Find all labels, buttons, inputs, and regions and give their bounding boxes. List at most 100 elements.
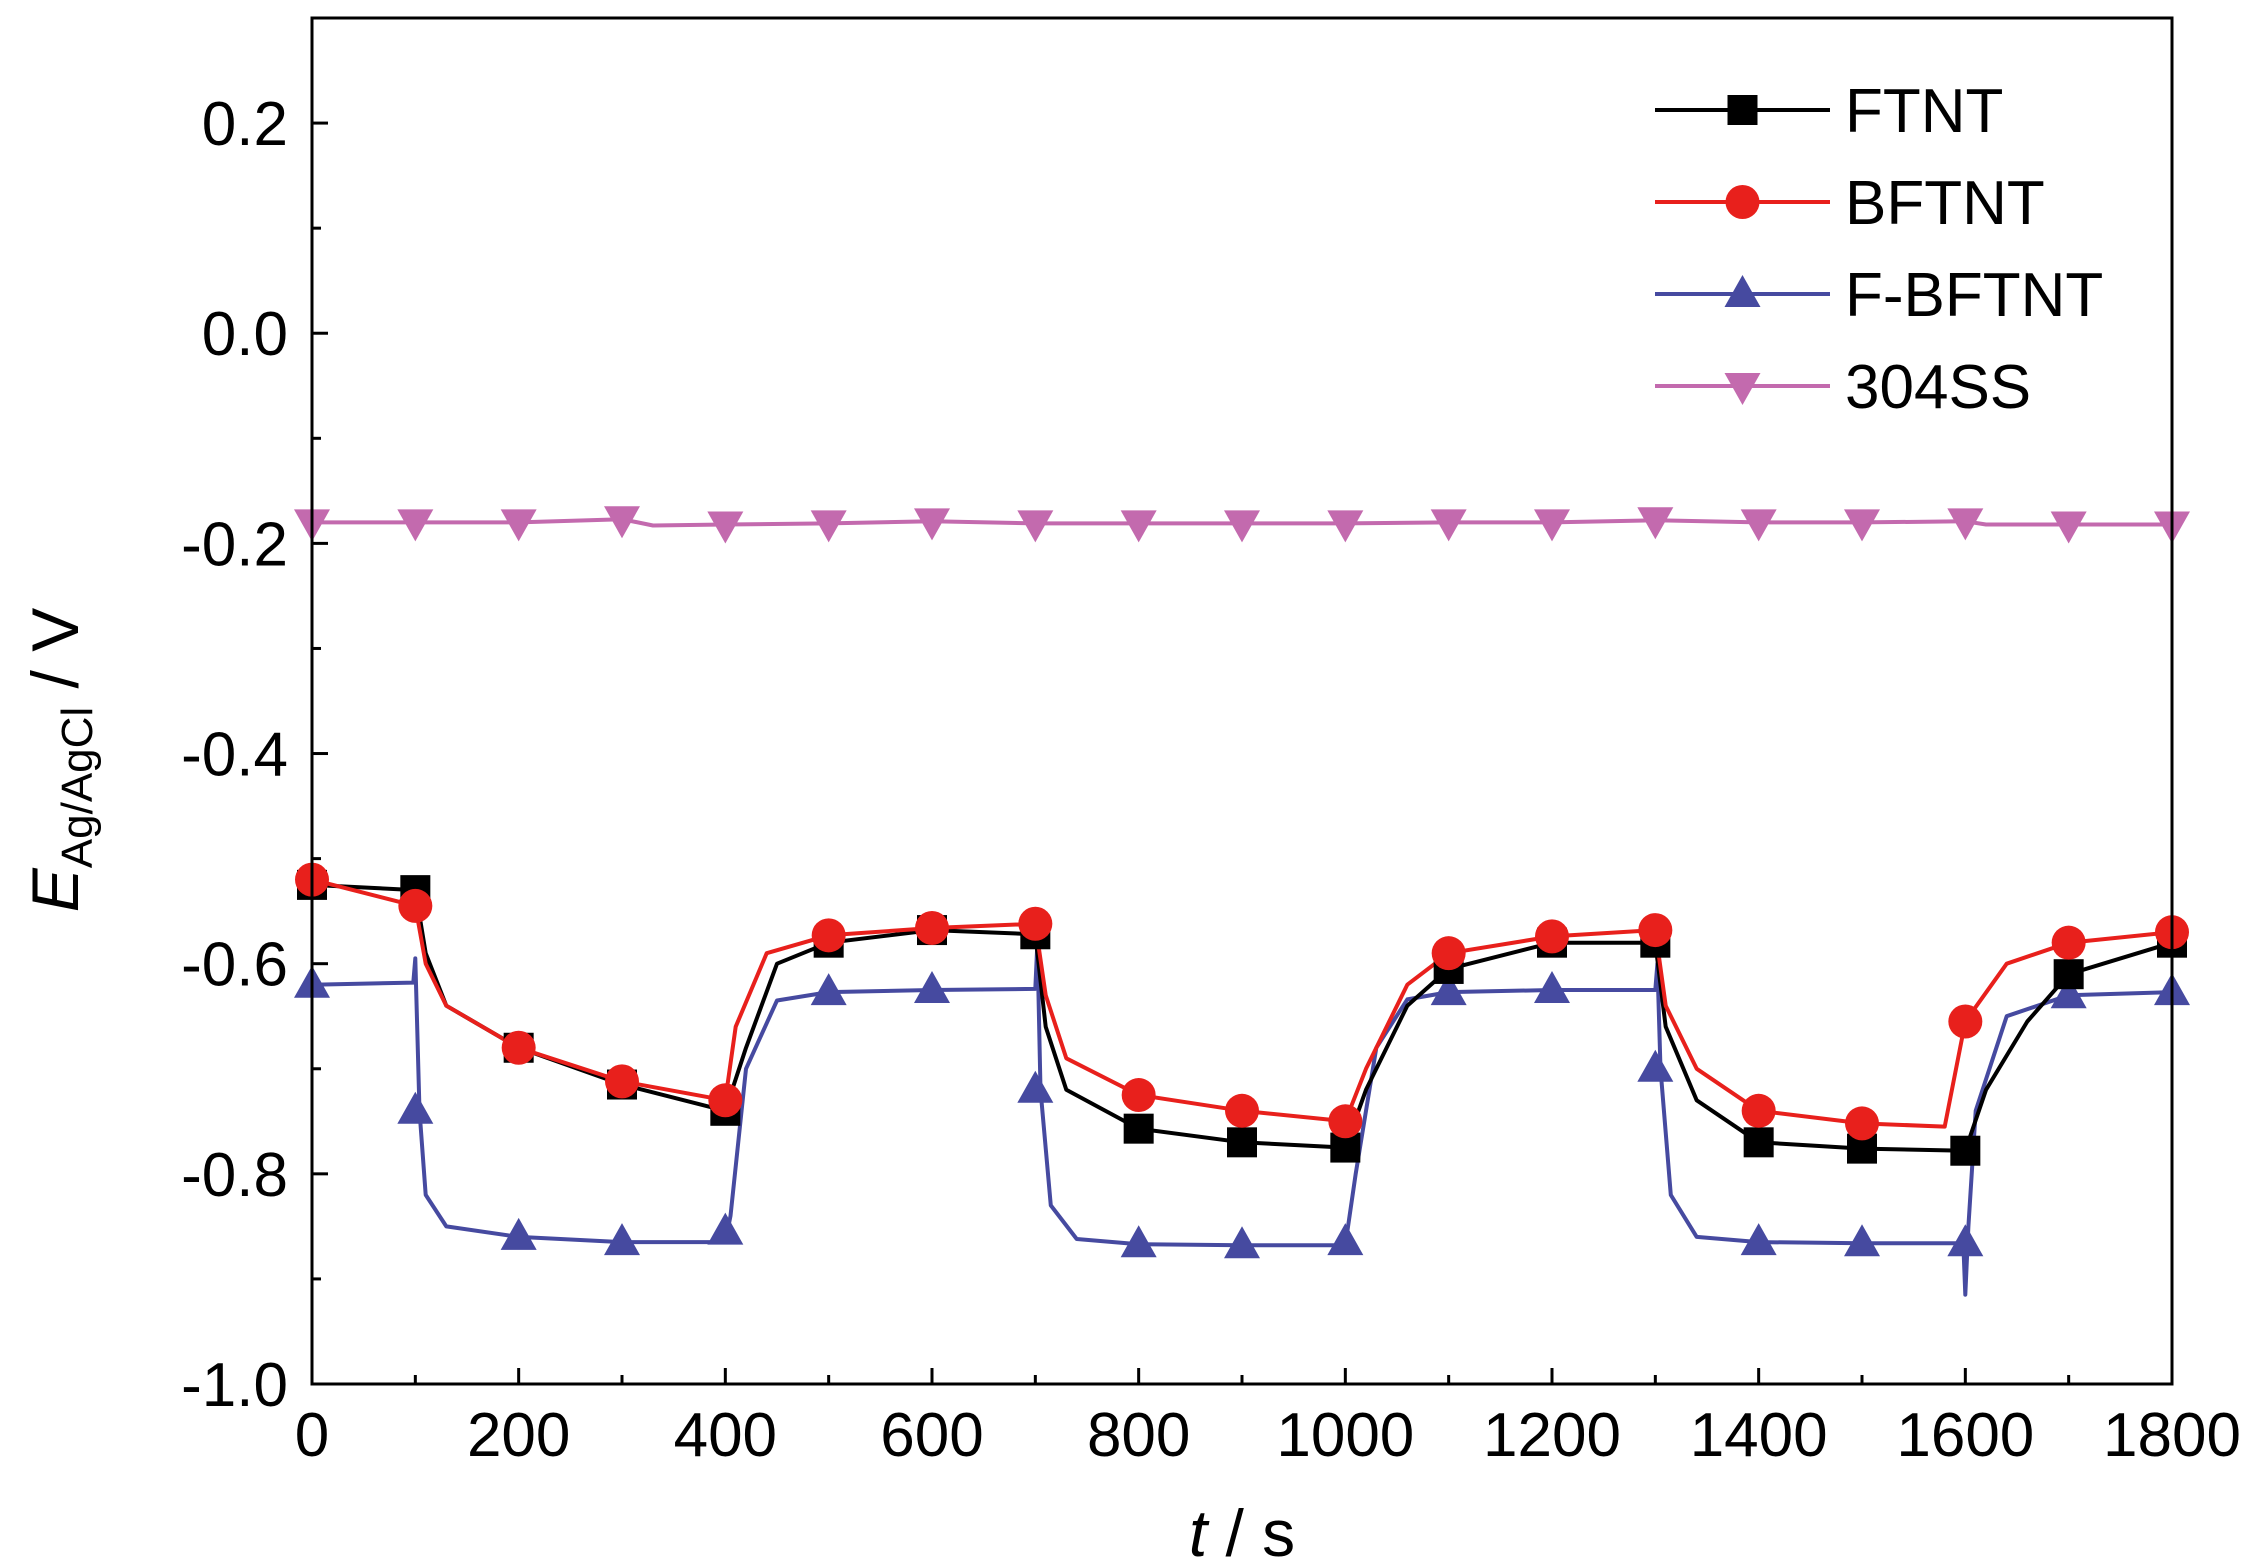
data-point-304ss [1740, 509, 1777, 542]
data-point-f-bftnt [914, 970, 950, 1003]
data-point-f-bftnt [1534, 970, 1570, 1003]
data-point-304ss [810, 510, 847, 543]
data-point-bftnt [708, 1083, 743, 1118]
data-point-f-bftnt [1740, 1223, 1777, 1256]
legend-item-ftnt: FTNT [1655, 77, 2003, 146]
data-point-f-bftnt [1017, 1070, 1054, 1103]
data-point-304ss [2050, 511, 2087, 544]
x-tick-label: 1800 [2103, 1401, 2241, 1470]
legend-label: BFTNT [1845, 169, 2045, 238]
x-tick-label: 0 [295, 1401, 329, 1470]
data-point-ftnt [1123, 1113, 1154, 1144]
legend-item-304ss: 304SS [1655, 353, 2031, 422]
y-tick-label: -0.8 [181, 1141, 288, 1210]
data-point-bftnt [398, 888, 433, 923]
data-point-f-bftnt [1430, 973, 1467, 1006]
data-point-304ss [914, 508, 950, 541]
legend-item-f-bftnt: F-BFTNT [1655, 261, 2103, 330]
data-point-f-bftnt [500, 1217, 537, 1250]
x-tick-label: 800 [1087, 1401, 1190, 1470]
data-point-f-bftnt [810, 973, 847, 1006]
x-axis-unit: s [1262, 1496, 1295, 1564]
data-point-f-bftnt [1637, 1049, 1674, 1082]
x-tick-label: 600 [880, 1401, 983, 1470]
y-tick-label: -0.2 [181, 510, 288, 579]
data-point-304ss [500, 509, 537, 542]
data-point-f-bftnt [397, 1091, 434, 1124]
x-tick-label: 1400 [1690, 1401, 1828, 1470]
data-point-bftnt [915, 910, 949, 945]
y-axis-sep: / [18, 652, 92, 707]
data-point-bftnt [1845, 1106, 1879, 1141]
series-markers-f-bftnt [294, 965, 2190, 1259]
legend: FTNT BFTNT F-BFTNT 304SS [1655, 77, 2103, 422]
data-point-304ss [1327, 510, 1364, 543]
legend-marker [1727, 95, 1758, 125]
data-point-bftnt [811, 918, 846, 953]
data-point-bftnt [1741, 1093, 1776, 1128]
data-point-304ss [397, 509, 434, 542]
data-point-f-bftnt [1120, 1225, 1157, 1258]
data-point-bftnt [1431, 936, 1466, 971]
legend-item-bftnt: BFTNT [1655, 169, 2045, 238]
data-point-bftnt [501, 1030, 536, 1065]
legend-label: FTNT [1845, 77, 2003, 146]
data-point-bftnt [1018, 906, 1053, 941]
y-tick-label: -0.4 [181, 721, 288, 790]
data-point-f-bftnt [1224, 1226, 1260, 1259]
y-axis-title: EAg/AgCl / V [18, 608, 102, 913]
data-point-304ss [604, 506, 640, 539]
y-tick-label: -1.0 [181, 1351, 288, 1420]
data-point-bftnt [1121, 1078, 1156, 1113]
y-tick-label: 0.0 [202, 300, 288, 369]
data-point-304ss [1534, 509, 1570, 542]
data-point-f-bftnt [1327, 1223, 1364, 1256]
data-point-bftnt [2051, 925, 2086, 960]
x-axis-sep: / [1207, 1496, 1262, 1564]
data-point-304ss [707, 511, 744, 544]
data-point-304ss [1844, 509, 1880, 542]
data-point-f-bftnt [707, 1212, 744, 1245]
y-axis-var: E [18, 867, 92, 912]
data-point-f-bftnt [604, 1223, 640, 1256]
data-point-ftnt [1743, 1127, 1774, 1158]
legend-label: F-BFTNT [1845, 261, 2103, 330]
legend-marker [1725, 185, 1760, 219]
data-point-f-bftnt [1844, 1224, 1880, 1257]
legend-marker [1724, 373, 1761, 405]
x-tick-label: 400 [674, 1401, 777, 1470]
data-point-f-bftnt [1947, 1224, 1984, 1257]
data-point-bftnt [1225, 1093, 1259, 1128]
data-point-ftnt [1227, 1127, 1257, 1158]
data-point-bftnt [1638, 913, 1673, 948]
y-axis-sub: Ag/AgCl [53, 707, 102, 868]
data-point-bftnt [1535, 919, 1569, 954]
x-tick-label: 200 [467, 1401, 570, 1470]
x-tick-label: 1200 [1483, 1401, 1621, 1470]
data-point-304ss [1430, 509, 1467, 542]
data-point-ftnt [1950, 1135, 1981, 1166]
data-point-304ss [1224, 510, 1260, 543]
data-point-ftnt [2053, 959, 2084, 990]
data-point-f-bftnt [2050, 976, 2087, 1009]
marker-layer [294, 506, 2190, 1259]
data-point-bftnt [1948, 1004, 1983, 1039]
y-tick-label: 0.2 [202, 90, 288, 159]
series-markers-304ss [294, 506, 2190, 544]
data-point-304ss [1947, 508, 1984, 541]
series-markers-bftnt [295, 862, 2189, 1141]
x-tick-label: 1000 [1276, 1401, 1414, 1470]
y-axis: -1.0 -0.8 -0.6 -0.4 -0.2 0.0 0.2 [181, 90, 328, 1420]
data-point-304ss [1017, 510, 1054, 543]
legend-label: 304SS [1845, 353, 2031, 422]
series-line-bftnt [312, 877, 2172, 1129]
x-tick-label: 1600 [1896, 1401, 2034, 1470]
x-axis-var: t [1189, 1496, 1210, 1564]
x-axis: 0 200 400 600 800 1000 1200 1400 1600 1800 [295, 1368, 2241, 1470]
y-axis-unit: V [18, 608, 92, 652]
data-point-304ss [1637, 507, 1674, 540]
data-point-304ss [1120, 510, 1157, 543]
y-tick-label: -0.6 [181, 931, 288, 1000]
series-layer [312, 517, 2172, 1297]
